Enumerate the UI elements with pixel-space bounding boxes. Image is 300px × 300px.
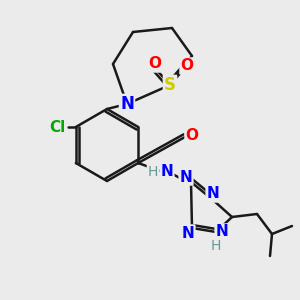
Text: S: S [164,76,176,94]
Text: O: O [185,128,199,142]
Text: O: O [148,56,161,71]
Text: N: N [216,224,228,239]
Text: N: N [120,95,134,113]
Text: N: N [180,169,192,184]
Text: H: H [211,239,221,253]
Text: N: N [160,164,173,179]
Text: H: H [148,165,158,179]
Text: N: N [182,226,194,241]
Text: O: O [181,58,194,74]
Text: N: N [207,187,219,202]
Text: Cl: Cl [50,119,66,134]
